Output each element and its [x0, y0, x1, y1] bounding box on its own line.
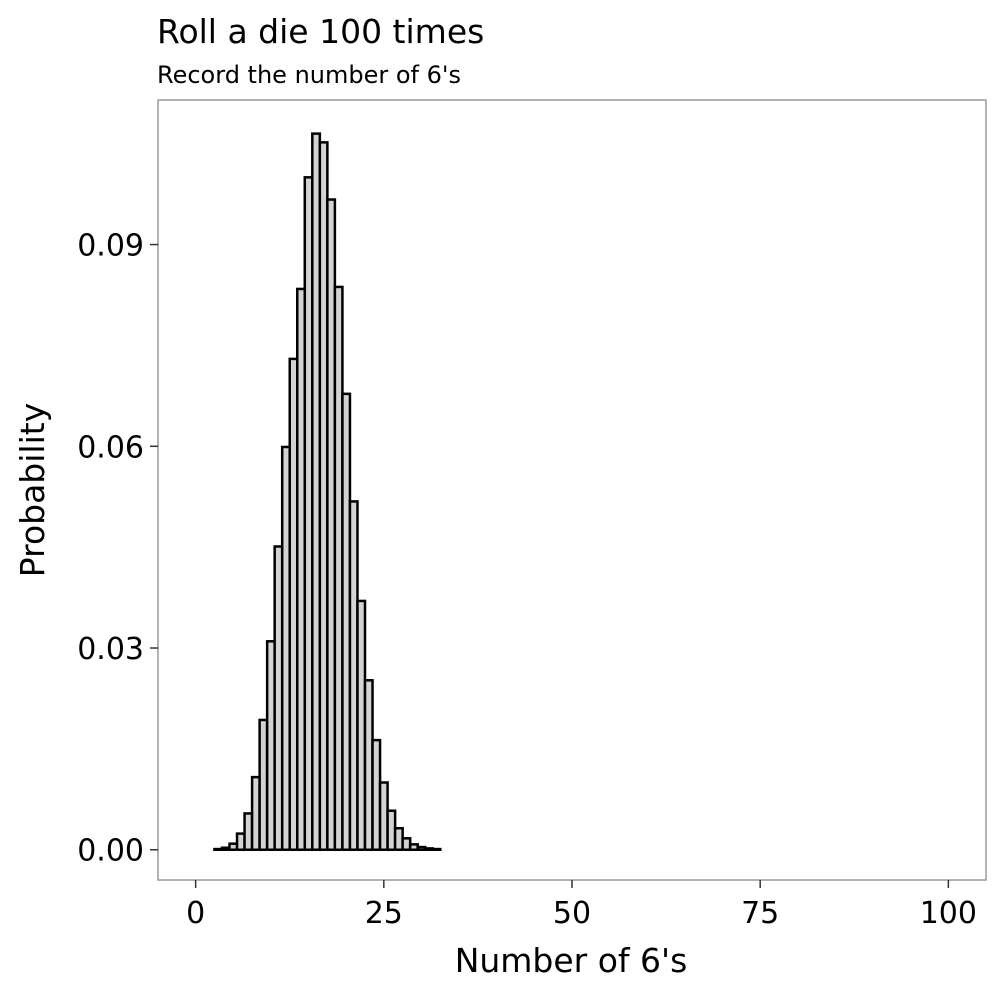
x-tick-label: 100 — [920, 896, 977, 931]
y-tick-label: 0.06 — [77, 430, 144, 465]
bar-32 — [431, 847, 442, 851]
x-axis: 0 25 50 75 100 — [186, 880, 977, 931]
x-tick-label: 50 — [553, 896, 591, 931]
bars-group — [213, 132, 442, 851]
x-tick-label: 25 — [365, 896, 403, 931]
y-tick-label: 0.00 — [77, 834, 144, 869]
y-tick-label: 0.03 — [77, 632, 144, 667]
y-tick-label: 0.09 — [77, 229, 144, 264]
x-tick-label: 75 — [741, 896, 779, 931]
chart-title: Roll a die 100 times — [157, 12, 485, 51]
x-axis-title: Number of 6's — [455, 941, 688, 980]
chart-subtitle: Record the number of 6's — [157, 61, 461, 89]
y-axis: 0.00 0.03 0.06 0.09 — [77, 229, 158, 869]
y-axis-title: Probability — [13, 403, 52, 577]
x-tick-label: 0 — [186, 896, 205, 931]
